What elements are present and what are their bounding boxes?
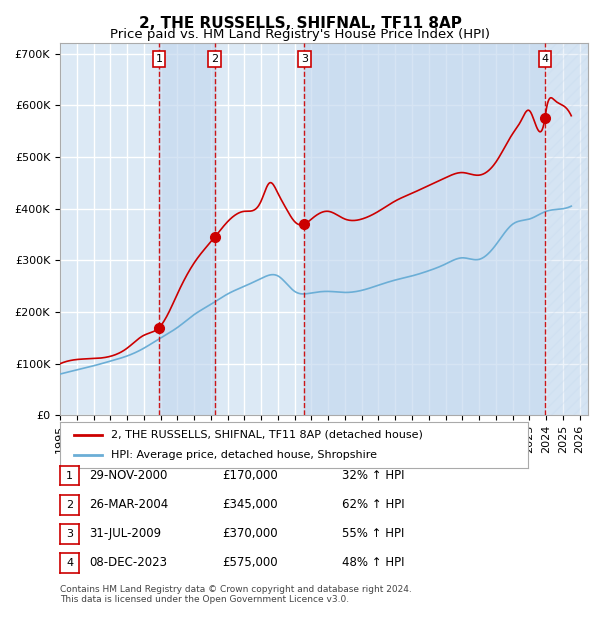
Bar xyxy=(545,43,588,415)
Text: 26-MAR-2004: 26-MAR-2004 xyxy=(89,498,168,511)
Bar xyxy=(304,43,545,415)
Text: 3: 3 xyxy=(301,54,308,64)
Text: 1: 1 xyxy=(155,54,163,64)
Text: 29-NOV-2000: 29-NOV-2000 xyxy=(89,469,167,482)
Text: 2, THE RUSSELLS, SHIFNAL, TF11 8AP: 2, THE RUSSELLS, SHIFNAL, TF11 8AP xyxy=(139,16,461,30)
Text: £575,000: £575,000 xyxy=(222,557,278,569)
Bar xyxy=(159,43,215,415)
Text: 2: 2 xyxy=(66,500,73,510)
Text: 3: 3 xyxy=(66,529,73,539)
Text: 1: 1 xyxy=(66,471,73,480)
Text: £170,000: £170,000 xyxy=(222,469,278,482)
Text: 2, THE RUSSELLS, SHIFNAL, TF11 8AP (detached house): 2, THE RUSSELLS, SHIFNAL, TF11 8AP (deta… xyxy=(112,430,424,440)
Text: 48% ↑ HPI: 48% ↑ HPI xyxy=(342,557,404,569)
Text: 31-JUL-2009: 31-JUL-2009 xyxy=(89,528,161,540)
Text: £370,000: £370,000 xyxy=(222,528,278,540)
Text: £345,000: £345,000 xyxy=(222,498,278,511)
Text: 55% ↑ HPI: 55% ↑ HPI xyxy=(342,528,404,540)
Text: 08-DEC-2023: 08-DEC-2023 xyxy=(89,557,167,569)
Text: 4: 4 xyxy=(66,558,73,568)
Text: Contains HM Land Registry data © Crown copyright and database right 2024.
This d: Contains HM Land Registry data © Crown c… xyxy=(60,585,412,604)
Text: 2: 2 xyxy=(211,54,218,64)
Text: HPI: Average price, detached house, Shropshire: HPI: Average price, detached house, Shro… xyxy=(112,450,377,460)
Text: Price paid vs. HM Land Registry's House Price Index (HPI): Price paid vs. HM Land Registry's House … xyxy=(110,28,490,41)
Text: 32% ↑ HPI: 32% ↑ HPI xyxy=(342,469,404,482)
Text: 62% ↑ HPI: 62% ↑ HPI xyxy=(342,498,404,511)
Text: 4: 4 xyxy=(541,54,548,64)
